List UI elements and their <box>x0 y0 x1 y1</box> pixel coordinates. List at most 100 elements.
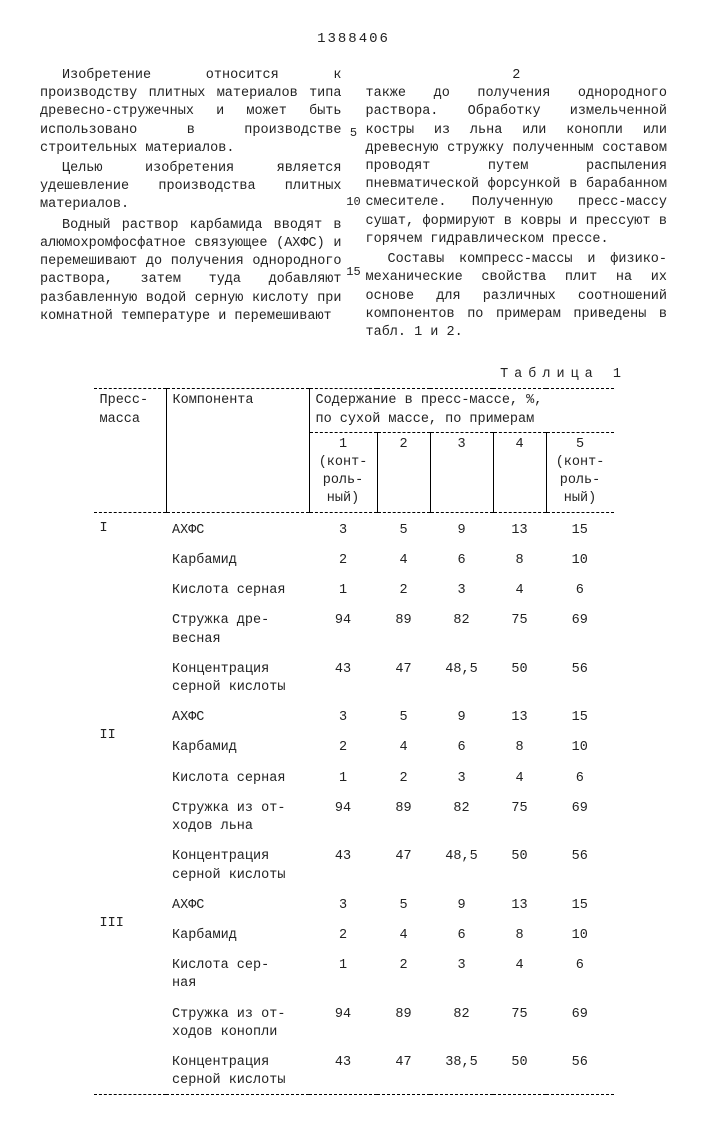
value-cell: 6 <box>546 761 614 791</box>
value-cell: 69 <box>546 997 614 1045</box>
value-cell: 56 <box>546 1045 614 1094</box>
value-cell: 5 <box>377 888 430 918</box>
value-cell: 47 <box>377 652 430 700</box>
value-cell: 10 <box>546 918 614 948</box>
value-cell: 15 <box>546 700 614 730</box>
value-cell: 15 <box>546 512 614 543</box>
right-column: 2 также до получения однородного раствор… <box>366 67 668 344</box>
table-row: Карбамид246810 <box>94 543 614 573</box>
value-cell: 47 <box>377 1045 430 1094</box>
component-name: АХФС <box>166 700 309 730</box>
value-cell: 13 <box>493 888 546 918</box>
line-marker-15: 15 <box>346 264 360 280</box>
group-label: III <box>94 888 167 1094</box>
component-name: Стружка из от- ходов льна <box>166 791 309 839</box>
value-cell: 2 <box>309 918 377 948</box>
table-row: Стружка дре- весная9489827569 <box>94 603 614 651</box>
column-number: 2 <box>366 67 668 85</box>
para: Водный раствор карбамида вводят в алюмох… <box>40 217 342 326</box>
value-cell: 50 <box>493 1045 546 1094</box>
table-row: Стружка из от- ходов конопли9489827569 <box>94 997 614 1045</box>
value-cell: 10 <box>546 543 614 573</box>
value-cell: 13 <box>493 512 546 543</box>
line-marker-10: 10 <box>346 194 360 210</box>
table-row: Концентрация серной кислоты434748,55056 <box>94 839 614 887</box>
value-cell: 4 <box>493 948 546 996</box>
value-cell: 9 <box>430 512 493 543</box>
value-cell: 56 <box>546 839 614 887</box>
col-header: Компонента <box>166 389 309 512</box>
group-label: II <box>94 700 167 888</box>
value-cell: 2 <box>309 543 377 573</box>
data-table: Пресс- масса Компонента Содержание в пре… <box>94 388 614 1094</box>
col-subheader: 5 (конт- роль- ный) <box>546 432 614 512</box>
value-cell: 50 <box>493 839 546 887</box>
table-row: Кислота сер- ная12346 <box>94 948 614 996</box>
value-cell: 3 <box>430 573 493 603</box>
para: Составы компресс-массы и физико-механиче… <box>366 251 668 342</box>
component-name: Концентрация серной кислоты <box>166 839 309 887</box>
value-cell: 75 <box>493 603 546 651</box>
value-cell: 47 <box>377 839 430 887</box>
value-cell: 3 <box>309 700 377 730</box>
table-header-row: Пресс- масса Компонента Содержание в пре… <box>94 389 614 432</box>
value-cell: 5 <box>377 512 430 543</box>
value-cell: 75 <box>493 997 546 1045</box>
component-name: Кислота сер- ная <box>166 948 309 996</box>
component-name: Концентрация серной кислоты <box>166 1045 309 1094</box>
value-cell: 38,5 <box>430 1045 493 1094</box>
table-row: Концентрация серной кислоты434738,55056 <box>94 1045 614 1094</box>
component-name: Кислота серная <box>166 573 309 603</box>
value-cell: 3 <box>430 948 493 996</box>
value-cell: 8 <box>493 730 546 760</box>
value-cell: 48,5 <box>430 652 493 700</box>
value-cell: 4 <box>493 761 546 791</box>
value-cell: 89 <box>377 603 430 651</box>
col-header-group: Содержание в пресс-массе, %, по сухой ма… <box>309 389 614 432</box>
value-cell: 6 <box>546 573 614 603</box>
value-cell: 94 <box>309 997 377 1045</box>
value-cell: 6 <box>430 543 493 573</box>
component-name: Стружка дре- весная <box>166 603 309 651</box>
para: Целью изобретения является удешевление п… <box>40 160 342 215</box>
line-marker-5: 5 <box>350 125 357 141</box>
value-cell: 69 <box>546 603 614 651</box>
col-subheader: 1 (конт- роль- ный) <box>309 432 377 512</box>
component-name: Стружка из от- ходов конопли <box>166 997 309 1045</box>
value-cell: 10 <box>546 730 614 760</box>
value-cell: 9 <box>430 888 493 918</box>
value-cell: 1 <box>309 573 377 603</box>
table-row: Кислота серная12346 <box>94 573 614 603</box>
value-cell: 1 <box>309 761 377 791</box>
value-cell: 13 <box>493 700 546 730</box>
value-cell: 9 <box>430 700 493 730</box>
table-row: Карбамид246810 <box>94 730 614 760</box>
value-cell: 43 <box>309 839 377 887</box>
component-name: АХФС <box>166 888 309 918</box>
table-row: IIАХФС3591315 <box>94 700 614 730</box>
value-cell: 48,5 <box>430 839 493 887</box>
table-row: IIIАХФС3591315 <box>94 888 614 918</box>
value-cell: 50 <box>493 652 546 700</box>
value-cell: 94 <box>309 603 377 651</box>
value-cell: 43 <box>309 652 377 700</box>
component-name: АХФС <box>166 512 309 543</box>
value-cell: 2 <box>309 730 377 760</box>
component-name: Концентрация серной кислоты <box>166 652 309 700</box>
component-name: Карбамид <box>166 543 309 573</box>
value-cell: 56 <box>546 652 614 700</box>
value-cell: 82 <box>430 997 493 1045</box>
col-subheader: 2 <box>377 432 430 512</box>
value-cell: 6 <box>546 948 614 996</box>
value-cell: 8 <box>493 543 546 573</box>
value-cell: 4 <box>377 543 430 573</box>
table-row: IАХФС3591315 <box>94 512 614 543</box>
value-cell: 4 <box>493 573 546 603</box>
value-cell: 15 <box>546 888 614 918</box>
table-row: Стружка из от- ходов льна9489827569 <box>94 791 614 839</box>
table-caption: Таблица 1 <box>40 366 627 384</box>
value-cell: 94 <box>309 791 377 839</box>
value-cell: 6 <box>430 918 493 948</box>
value-cell: 82 <box>430 791 493 839</box>
value-cell: 8 <box>493 918 546 948</box>
